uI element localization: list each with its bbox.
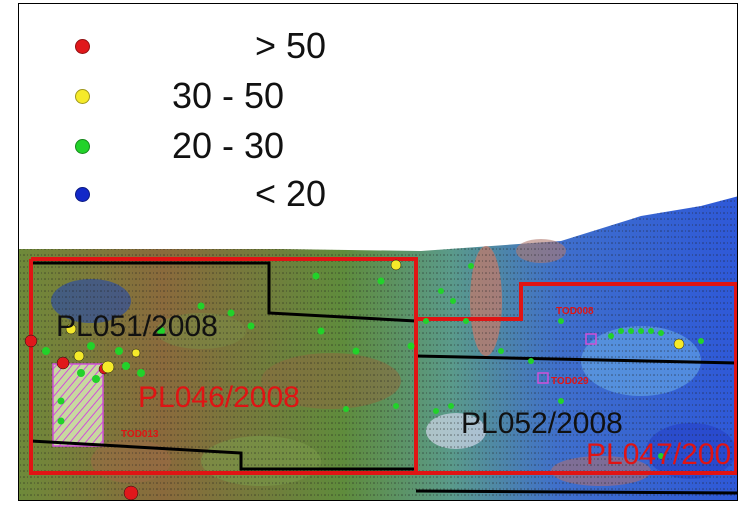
bathymetry-map: PL051/2008 PL046/2008 PL052/2008 PL047/2… xyxy=(19,196,737,500)
inner-boundary-east xyxy=(415,354,737,365)
legend-dot-blue xyxy=(75,187,90,202)
legend-row-gt50: > 50 xyxy=(19,26,379,66)
legend-row-20-30: 20 - 30 xyxy=(19,126,379,166)
block-label-pl051: PL051/2008 xyxy=(56,310,218,343)
block-label-pl046: PL046/2008 xyxy=(138,381,300,414)
map-frame: PL051/2008 PL046/2008 PL052/2008 PL047/2… xyxy=(18,3,738,501)
legend-dot-red xyxy=(75,39,90,54)
legend-dot-yellow xyxy=(75,89,90,104)
legend-label-20-30: 20 - 30 xyxy=(172,125,285,166)
well-label-tod029: TOD029 xyxy=(551,376,589,387)
legend-dot-green xyxy=(75,139,90,154)
well-label-tod013: TOD013 xyxy=(121,429,159,440)
well-label-tod008: TOD008 xyxy=(556,306,594,317)
inner-boundary-southeast xyxy=(415,489,737,495)
block-outline-east xyxy=(416,282,737,475)
block-label-pl052: PL052/2008 xyxy=(461,407,623,440)
legend-label-gt50: > 50 xyxy=(255,25,327,66)
legend-row-30-50: 30 - 50 xyxy=(19,76,379,116)
legend-row-lt20: < 20 xyxy=(19,174,379,214)
well-box-tod008 xyxy=(585,333,597,345)
sample-points xyxy=(24,259,704,500)
block-label-pl047: PL047/200 xyxy=(586,438,731,471)
legend-label-30-50: 30 - 50 xyxy=(172,75,285,116)
inner-boundary-south xyxy=(30,439,416,471)
well-box-tod029 xyxy=(537,372,549,384)
legend-label-lt20: < 20 xyxy=(255,173,327,214)
inner-boundary-west xyxy=(31,261,417,323)
